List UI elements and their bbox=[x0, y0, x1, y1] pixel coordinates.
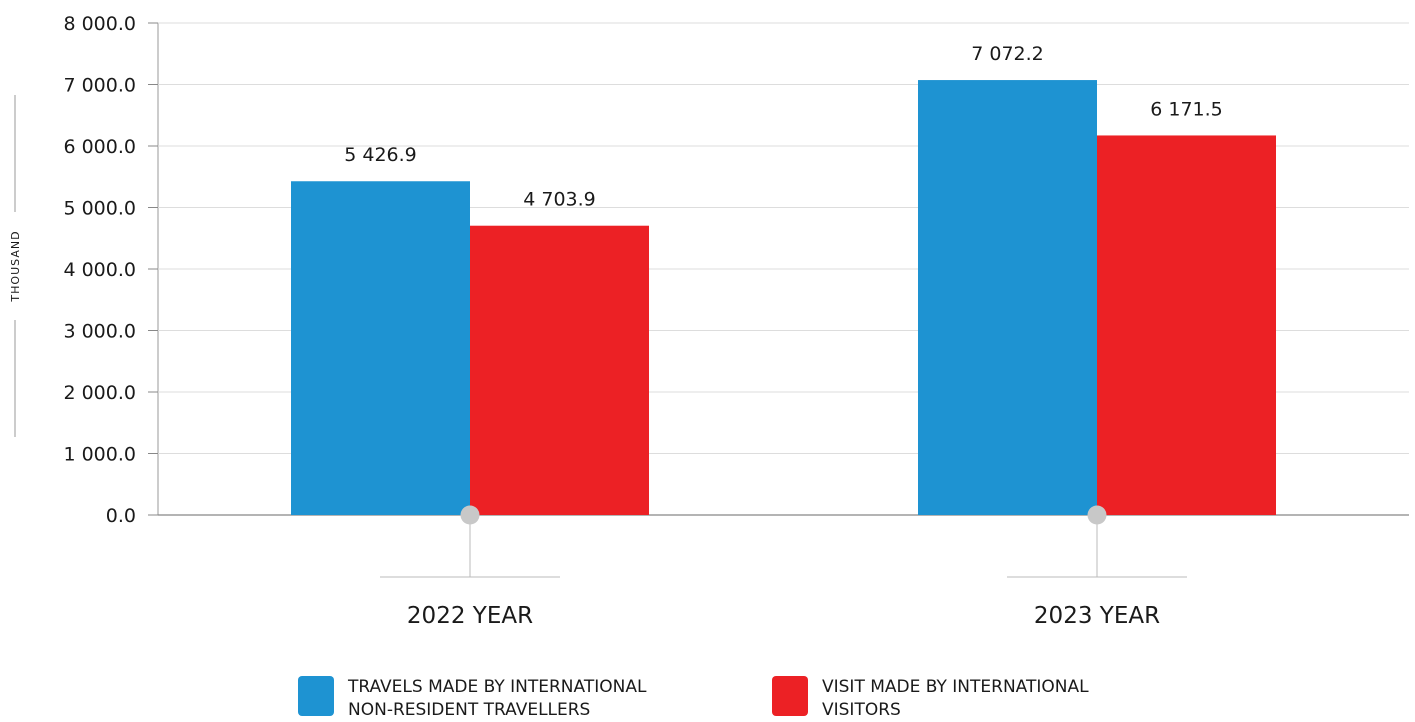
bar-visits-2 bbox=[1097, 135, 1276, 515]
legend-item-visits: VISIT MADE BY INTERNATIONAL VISITORS bbox=[772, 676, 1162, 722]
legend-swatch-visits bbox=[772, 676, 808, 716]
data-label: 4 703.9 bbox=[523, 189, 596, 211]
bar-travels-2 bbox=[918, 80, 1097, 516]
y-tick-label: 7 000.0 bbox=[63, 75, 136, 97]
bar-visits-1 bbox=[470, 225, 649, 515]
bar-travels-1 bbox=[291, 181, 470, 515]
y-tick-label: 4 000.0 bbox=[63, 259, 136, 281]
y-tick-label: 5 000.0 bbox=[63, 198, 136, 220]
data-label: 7 072.2 bbox=[971, 43, 1044, 65]
legend-label-visits: VISIT MADE BY INTERNATIONAL VISITORS bbox=[822, 677, 1089, 720]
y-tick-label: 2 000.0 bbox=[63, 382, 136, 404]
category-dot bbox=[460, 505, 480, 525]
y-tick-label: 1 000.0 bbox=[63, 444, 136, 466]
y-tick-label: 0.0 bbox=[106, 505, 136, 527]
legend-item-travels: TRAVELS MADE BY INTERNATIONAL NON-RESIDE… bbox=[298, 676, 688, 722]
data-label: 5 426.9 bbox=[344, 144, 417, 166]
x-category-label: 2022 YEAR bbox=[407, 603, 533, 629]
legend-swatch-travels bbox=[298, 676, 334, 716]
x-category-label: 2023 YEAR bbox=[1034, 603, 1160, 629]
data-label: 6 171.5 bbox=[1150, 98, 1223, 120]
y-tick-label: 3 000.0 bbox=[63, 321, 136, 343]
legend: TRAVELS MADE BY INTERNATIONAL NON-RESIDE… bbox=[298, 676, 1198, 722]
category-dot bbox=[1087, 505, 1107, 525]
y-axis-title: THOUSAND bbox=[9, 230, 22, 302]
legend-label-travels: TRAVELS MADE BY INTERNATIONAL NON-RESIDE… bbox=[348, 677, 647, 720]
y-tick-label: 6 000.0 bbox=[63, 136, 136, 158]
bar-chart: 0.0 1 000.0 2 000.0 3 000.0 4 000.0 5 000.0 6 … bbox=[9, 13, 1409, 629]
y-tick-label: 8 000.0 bbox=[63, 13, 136, 35]
